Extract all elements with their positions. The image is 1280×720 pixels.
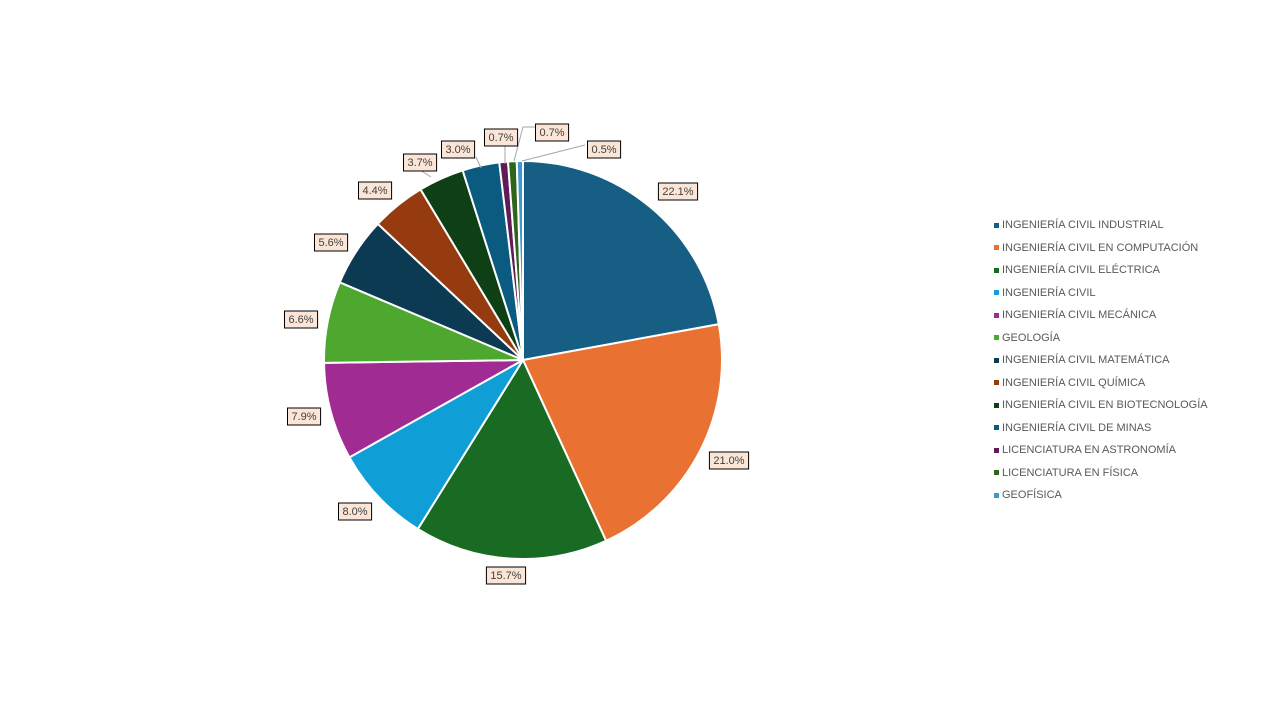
data-label: 0.5% — [587, 140, 622, 159]
data-label-text: 22.1% — [662, 186, 693, 198]
pie-slice — [522, 159, 720, 362]
legend-label: INGENIERÍA CIVIL EN BIOTECNOLOGÍA — [1002, 399, 1208, 412]
legend-swatch — [994, 402, 999, 408]
legend-label: INGENIERÍA CIVIL — [1002, 286, 1096, 299]
legend-swatch — [994, 335, 999, 341]
data-label-text: 0.7% — [488, 132, 513, 144]
legend-item: INGENIERÍA CIVIL MECÁNICA — [994, 304, 1208, 327]
legend-label: INGENIERÍA CIVIL QUÍMICA — [1002, 376, 1146, 389]
legend-swatch — [994, 447, 999, 453]
data-label-box — [587, 140, 622, 159]
legend-label: GEOFÍSICA — [1002, 489, 1062, 502]
legend-item: INGENIERÍA CIVIL — [994, 282, 1208, 305]
data-label-text: 0.7% — [539, 127, 564, 139]
data-label-text: 4.4% — [362, 185, 387, 197]
data-label-text: 6.6% — [288, 314, 313, 326]
label-leader-line — [521, 144, 586, 162]
legend-label: GEOLOGÍA — [1002, 331, 1061, 344]
legend-item: INGENIERÍA CIVIL ELÉCTRICA — [994, 259, 1208, 282]
legend-item: INGENIERÍA CIVIL MATEMÁTICA — [994, 349, 1208, 372]
data-label: 5.6% — [314, 233, 349, 252]
data-label-box — [484, 128, 519, 147]
data-label-box — [403, 153, 438, 172]
legend-label: INGENIERÍA CIVIL EN COMPUTACIÓN — [1002, 241, 1199, 254]
data-label-box — [314, 233, 349, 252]
legend-label: INGENIERÍA CIVIL INDUSTRIAL — [1002, 219, 1164, 232]
pie-slice — [416, 357, 608, 560]
legend-swatch — [994, 267, 999, 273]
data-label-box — [358, 181, 393, 200]
data-label-box — [657, 182, 699, 201]
legend-item: GEOFÍSICA — [994, 484, 1208, 507]
data-label: 0.7% — [484, 128, 519, 147]
legend-swatch — [994, 357, 999, 363]
data-label-box — [284, 310, 319, 329]
pie-slice — [348, 359, 524, 531]
data-label-text: 8.0% — [342, 506, 367, 518]
legend-swatch — [994, 222, 999, 228]
data-label-text: 3.0% — [445, 144, 470, 156]
legend-label: INGENIERÍA CIVIL MATEMÁTICA — [1002, 354, 1170, 367]
data-label-text: 21.0% — [713, 455, 744, 467]
data-label: 21.0% — [708, 451, 750, 470]
data-label: 0.7% — [535, 123, 570, 142]
legend-swatch — [994, 380, 999, 386]
legend-swatch — [994, 425, 999, 431]
legend-item: GEOLOGÍA — [994, 327, 1208, 350]
data-label: 6.6% — [284, 310, 319, 329]
data-label: 3.7% — [403, 153, 438, 172]
legend-label: INGENIERÍA CIVIL DE MINAS — [1002, 421, 1152, 434]
data-label-box — [441, 140, 476, 159]
pie-slice — [323, 359, 524, 459]
data-label-text: 3.7% — [407, 157, 432, 169]
data-label: 4.4% — [358, 181, 393, 200]
data-label: 22.1% — [657, 182, 699, 201]
pie-slice — [521, 323, 723, 543]
legend-label: LICENCIATURA EN FÍSICA — [1002, 466, 1139, 479]
chart-legend: INGENIERÍA CIVIL INDUSTRIAL INGENIERÍA CI… — [994, 214, 1208, 507]
legend-label: INGENIERÍA CIVIL MECÁNICA — [1002, 309, 1157, 322]
data-label-box — [485, 566, 527, 585]
data-label-box — [338, 502, 373, 521]
data-label-text: 15.7% — [490, 570, 521, 582]
data-label-text: 5.6% — [318, 237, 343, 249]
legend-item: INGENIERÍA CIVIL EN BIOTECNOLOGÍA — [994, 394, 1208, 417]
data-label-box — [535, 123, 570, 142]
legend-swatch — [994, 290, 999, 296]
legend-item: INGENIERÍA CIVIL INDUSTRIAL — [994, 214, 1208, 237]
legend-label: LICENCIATURA EN ASTRONOMÍA — [1002, 444, 1176, 457]
data-label: 7.9% — [287, 407, 322, 426]
legend-swatch — [994, 492, 999, 498]
data-label-box — [287, 407, 322, 426]
legend-label: INGENIERÍA CIVIL ELÉCTRICA — [1002, 264, 1160, 277]
legend-item: LICENCIATURA EN ASTRONOMÍA — [994, 439, 1208, 462]
legend-item: INGENIERÍA CIVIL EN COMPUTACIÓN — [994, 237, 1208, 260]
legend-item: INGENIERÍA CIVIL QUÍMICA — [994, 372, 1208, 395]
legend-swatch — [994, 312, 999, 318]
data-label-text: 0.5% — [591, 144, 616, 156]
legend-item: LICENCIATURA EN FÍSICA — [994, 462, 1208, 485]
data-label: 15.7% — [485, 566, 527, 585]
data-label: 3.0% — [441, 140, 476, 159]
label-leader-line — [513, 126, 537, 162]
data-label-text: 7.9% — [291, 411, 316, 423]
legend-swatch — [994, 245, 999, 251]
data-label-box — [708, 451, 750, 470]
legend-swatch — [994, 470, 999, 476]
data-label: 8.0% — [338, 502, 373, 521]
legend-item: INGENIERÍA CIVIL DE MINAS — [994, 417, 1208, 440]
label-leader-line — [475, 156, 482, 169]
